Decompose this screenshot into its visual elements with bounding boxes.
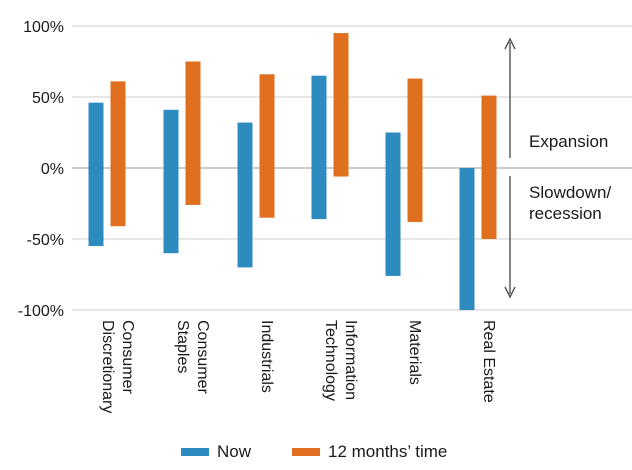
y-tick-label: -100% — [18, 303, 64, 320]
legend-swatch-now — [181, 447, 209, 456]
bar-12-months — [259, 74, 275, 218]
category-label: Industrials — [258, 320, 275, 393]
legend-swatch-12-months — [292, 447, 320, 456]
category-label: Consumer — [119, 320, 136, 394]
y-tick-label: 0% — [41, 161, 64, 178]
legend: Now 12 months’ time — [0, 440, 632, 466]
bar-12-months — [110, 81, 126, 227]
bar-12-months — [407, 78, 423, 222]
category-label: Staples — [174, 320, 191, 373]
legend-item-now: Now — [181, 440, 251, 464]
category-label: Real Estate — [480, 320, 497, 403]
category-label: Technology — [322, 320, 339, 401]
category-label: Consumer — [194, 320, 211, 394]
legend-label-now: Now — [217, 442, 252, 461]
chart-canvas: 100%50%0%-50%-100% ConsumerDiscretionary… — [18, 19, 632, 413]
y-tick-label: 100% — [23, 19, 64, 36]
category-label: Materials — [406, 320, 423, 385]
bar-12-months — [185, 61, 201, 205]
legend-item-12-months: 12 months’ time — [292, 440, 447, 464]
y-tick-label: 50% — [32, 90, 64, 107]
gridlines — [72, 25, 632, 311]
category-label: Information — [342, 320, 359, 400]
bar-now — [385, 132, 401, 276]
annotations: Expansion Slowdown/recession — [504, 37, 611, 299]
arrow-down-head — [504, 286, 516, 299]
arrow-up-head — [504, 37, 516, 50]
bar-now — [311, 75, 327, 220]
bar-now — [459, 168, 475, 310]
bar-12-months — [333, 33, 349, 177]
slowdown-label: Slowdown/ — [529, 183, 611, 202]
y-tick-label: -50% — [27, 232, 64, 249]
bars — [88, 33, 497, 310]
expansion-label: Expansion — [529, 132, 608, 151]
category-label: Discretionary — [99, 320, 116, 413]
bar-now — [88, 102, 104, 247]
slowdown-label: recession — [529, 204, 602, 223]
bar-12-months — [481, 95, 497, 239]
bar-now — [237, 122, 253, 268]
y-axis-ticks: 100% 50% 0% -50% -100% — [18, 19, 64, 320]
bar-now — [163, 109, 179, 254]
legend-label-12-months: 12 months’ time — [328, 442, 448, 461]
